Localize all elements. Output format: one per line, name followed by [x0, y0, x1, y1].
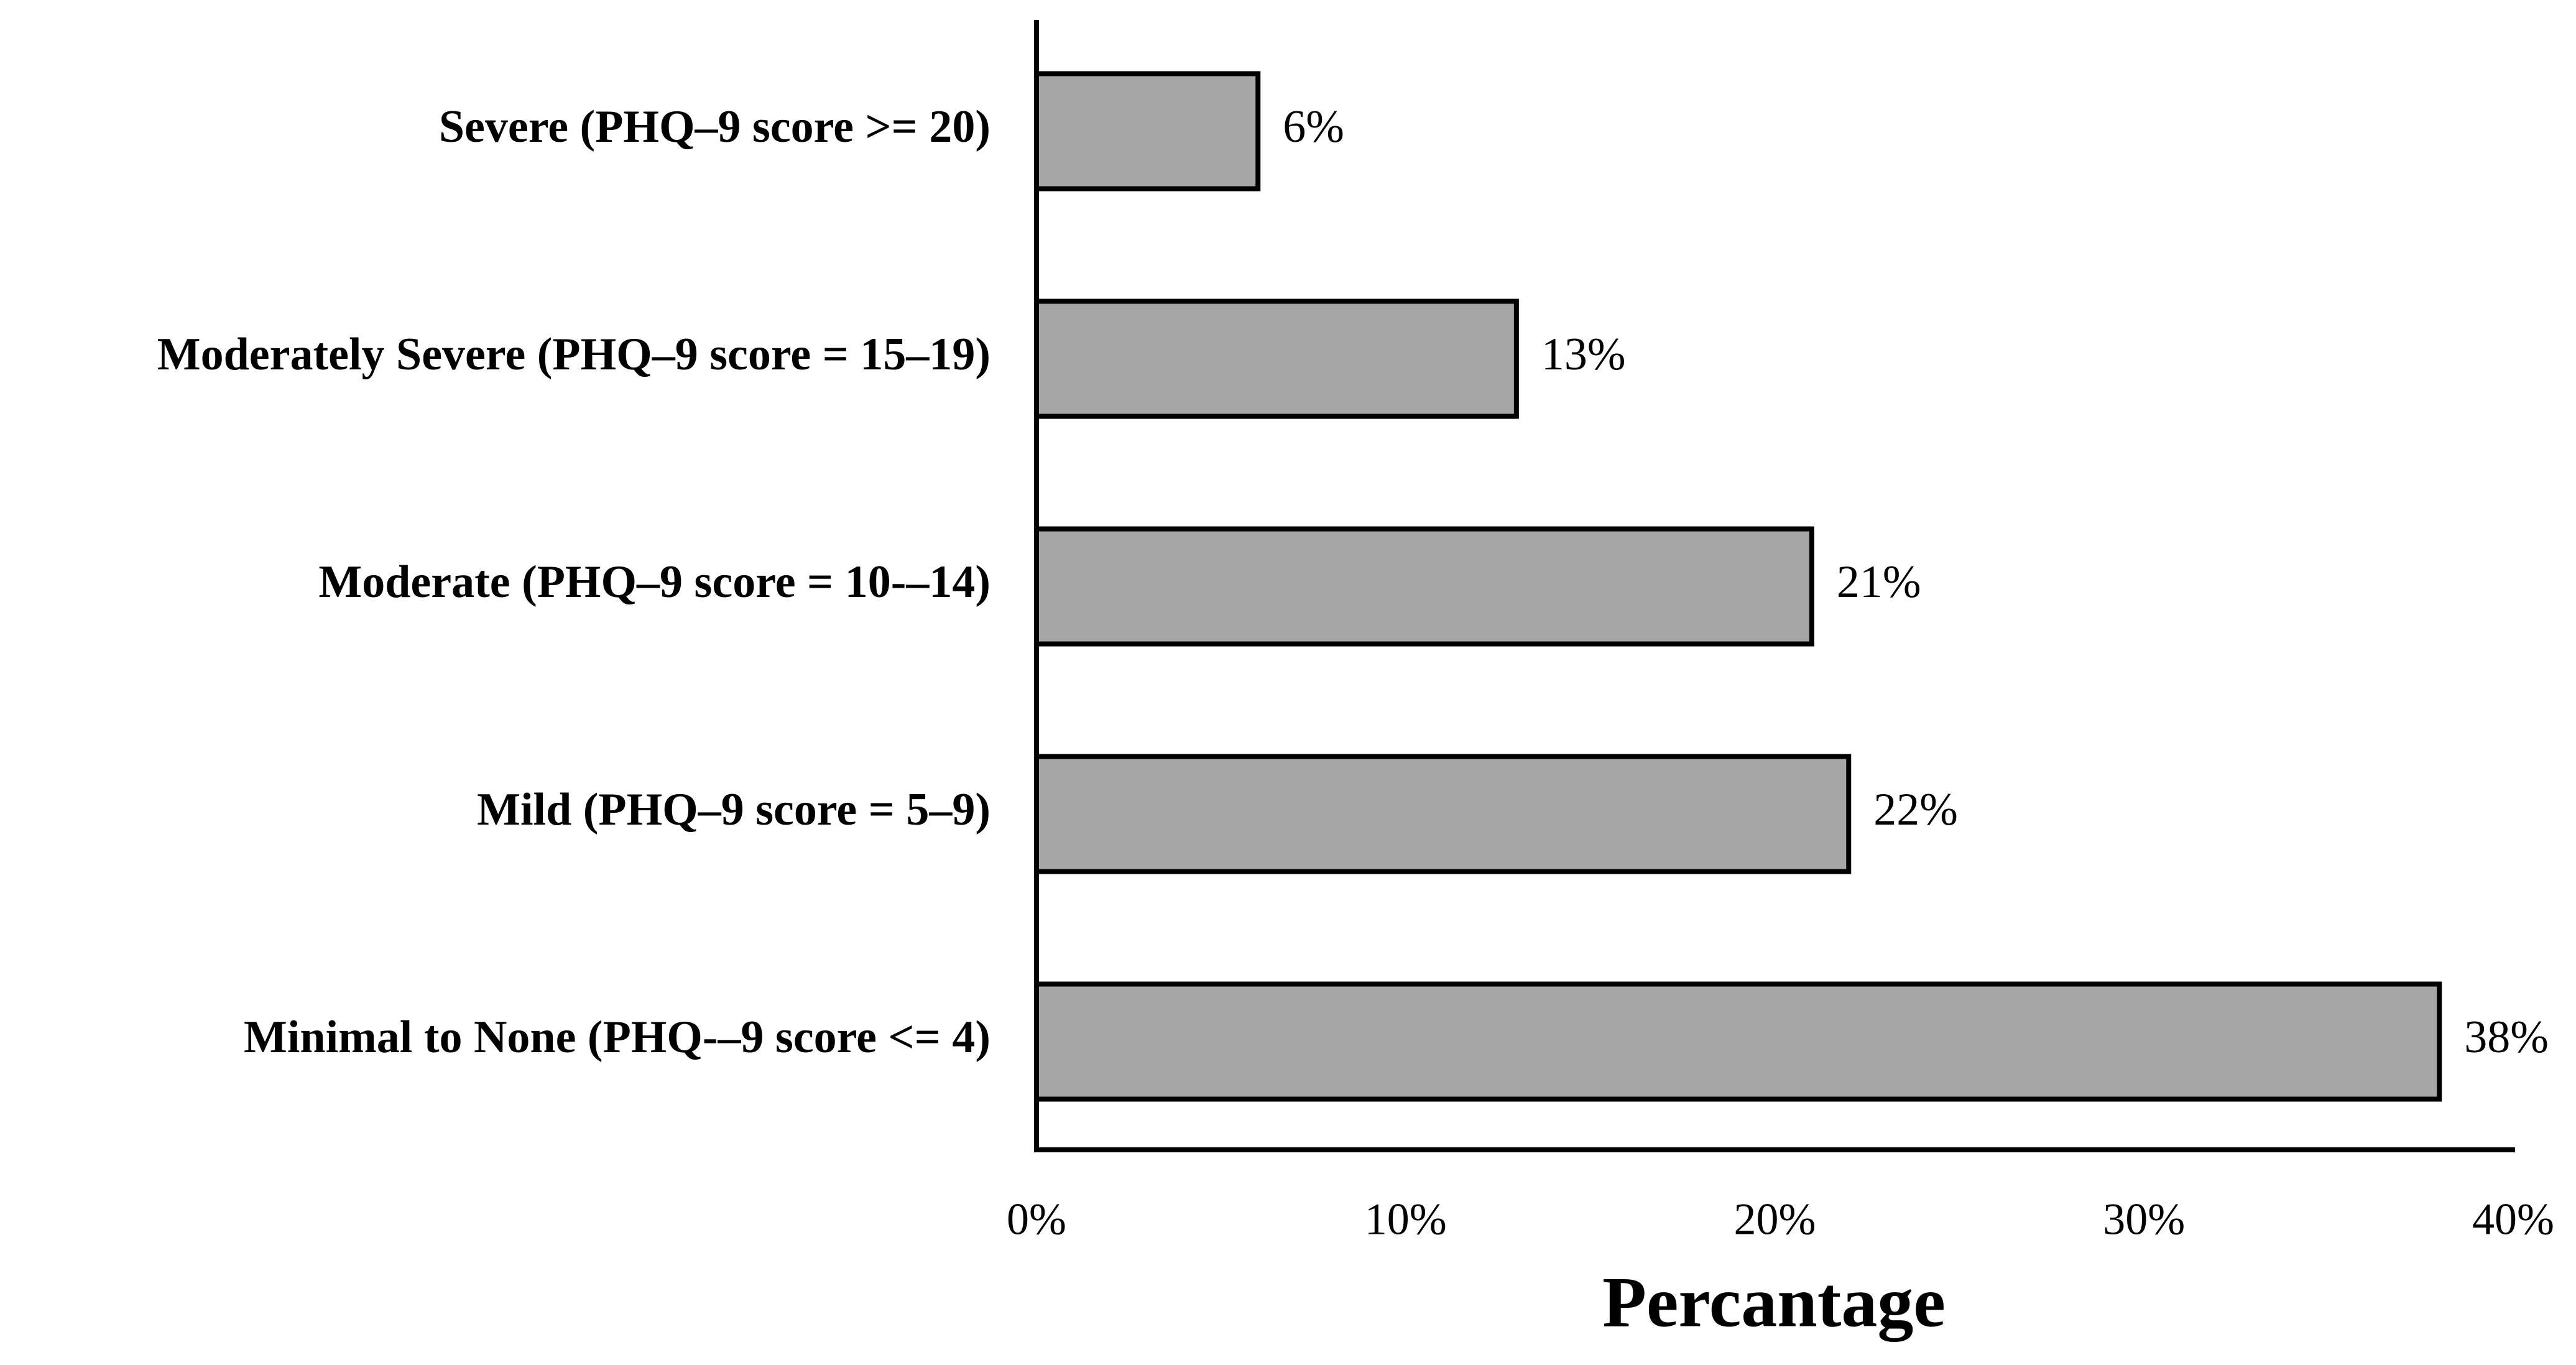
value-label: 38% — [2464, 1012, 2549, 1063]
x-axis-title: Percantage — [1602, 1263, 1946, 1343]
category-label: Moderate (PHQ–9 score = 10-–14) — [318, 557, 990, 608]
bar — [1034, 981, 2442, 1102]
x-tick-label: 40% — [2472, 1195, 2554, 1244]
bar — [1034, 298, 1519, 419]
category-label: Mild (PHQ–9 score = 5–9) — [477, 784, 990, 835]
category-label: Minimal to None (PHQ-–9 score <= 4) — [244, 1012, 990, 1063]
bar — [1034, 754, 1852, 874]
value-label: 6% — [1283, 101, 1344, 152]
category-label: Moderately Severe (PHQ–9 score = 15–19) — [157, 329, 990, 380]
x-tick-label: 30% — [2103, 1195, 2185, 1244]
x-tick-label: 20% — [1734, 1195, 1816, 1244]
value-label: 21% — [1837, 557, 1921, 608]
bar — [1034, 526, 1814, 647]
bar — [1034, 71, 1261, 192]
value-label: 13% — [1541, 329, 1626, 380]
x-tick-label: 10% — [1365, 1195, 1447, 1244]
x-tick-label: 0% — [1007, 1195, 1066, 1244]
value-label: 22% — [1873, 784, 1958, 835]
category-label: Severe (PHQ–9 score >= 20) — [439, 101, 990, 152]
